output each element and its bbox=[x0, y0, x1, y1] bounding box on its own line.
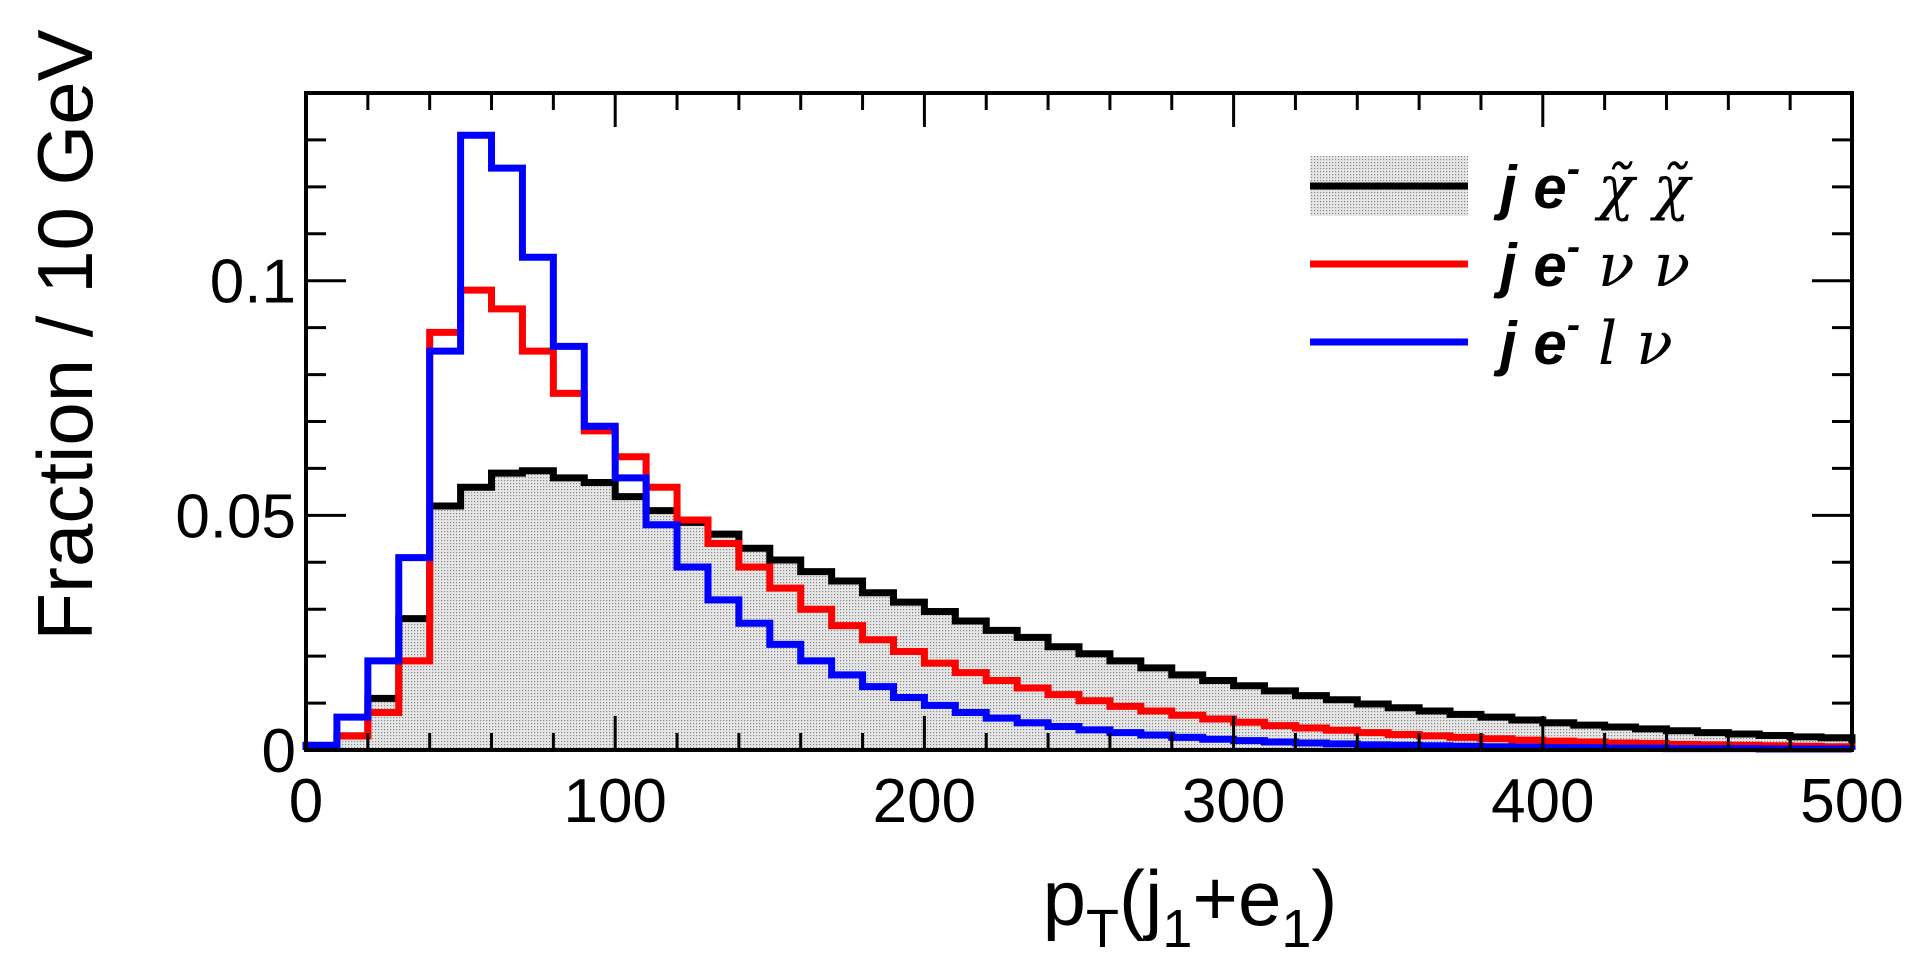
legend-label: j e-l ν bbox=[1493, 303, 1673, 379]
series-line-2 bbox=[302, 131, 1856, 753]
x-axis-label: pT(j1+e1) bbox=[1043, 854, 1338, 959]
y-axis-label: Fraction / 10 GeV bbox=[21, 29, 109, 640]
legend: j e-χ̃ χ̃j e-ν νj e-l ν bbox=[1310, 147, 1693, 379]
x-axis-label-part-1: (j bbox=[1119, 854, 1162, 942]
x-tick-label: 300 bbox=[1182, 767, 1285, 836]
y-tick-label: 0.1 bbox=[210, 248, 296, 317]
x-axis-label-main: p bbox=[1043, 854, 1086, 942]
filled-histogram-layer bbox=[306, 470, 1852, 750]
y-tick-label: 0.05 bbox=[175, 482, 296, 551]
x-axis-label-sub-2: 1 bbox=[1281, 899, 1311, 959]
x-axis-label-part-3: ) bbox=[1311, 854, 1337, 942]
axis-ticks: 0 100 200 300 400 500 0 0.05 0.1 bbox=[175, 91, 1904, 836]
x-tick-label: 0 bbox=[289, 767, 323, 836]
series-line-0 bbox=[302, 467, 1856, 752]
legend-label: j e-χ̃ χ̃ bbox=[1493, 147, 1693, 223]
x-axis-label-sub-t: T bbox=[1086, 899, 1119, 959]
x-tick-label: 400 bbox=[1491, 767, 1594, 836]
y-tick-label: 0 bbox=[262, 717, 296, 786]
x-axis-label-part-2: +e bbox=[1192, 854, 1281, 942]
x-tick-label: 500 bbox=[1800, 767, 1903, 836]
x-tick-label: 200 bbox=[873, 767, 976, 836]
legend-label: j e-ν ν bbox=[1493, 225, 1690, 301]
x-tick-label: 100 bbox=[563, 767, 666, 836]
x-axis-label-sub-1: 1 bbox=[1162, 899, 1192, 959]
series-fill-0 bbox=[306, 470, 1852, 750]
